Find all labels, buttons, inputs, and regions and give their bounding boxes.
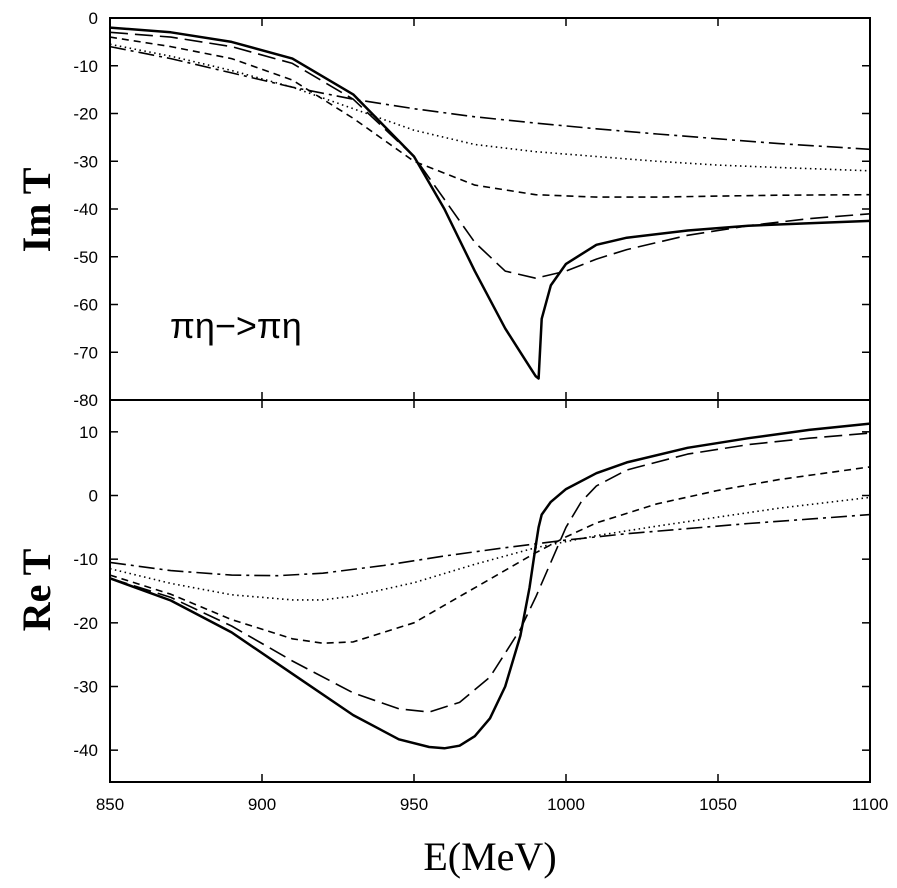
- re-t-ytick-label: -30: [73, 678, 98, 697]
- re-t-ticks: 10 0 -10 -20 -30 -40 850 900 950 1000 1050 1100: [73, 400, 888, 814]
- im-t-ytick-label: -70: [73, 343, 98, 362]
- re-t-ytick-label: -40: [73, 741, 98, 760]
- re-t-ytick-label: -10: [73, 550, 98, 569]
- im-t-panel: 0 -10 -20 -30 -40 -50 -60 -70 -80 Im T πη−>πη: [14, 9, 871, 410]
- re-t-ytick-label: -20: [73, 614, 98, 633]
- im-t-series: [109, 26, 871, 380]
- re-t-ytick-label: 10: [79, 423, 98, 442]
- im-t-ytick-label: 0: [89, 9, 98, 28]
- reaction-annotation: πη−>πη: [170, 305, 302, 346]
- re-t-plot-frame: [109, 399, 871, 783]
- re-t-series-solid: [109, 422, 871, 750]
- im-t-ticks: 0 -10 -20 -30 -40 -50 -60 -70 -80: [73, 9, 871, 410]
- re-t-series-dash-dot: [109, 513, 871, 577]
- im-t-ytick-label: -60: [73, 296, 98, 315]
- im-t-ytick-label: -20: [73, 105, 98, 124]
- re-t-ytick-label: 0: [89, 487, 98, 506]
- x-axis-label: E(MeV): [423, 834, 556, 879]
- im-t-ytick-label: -40: [73, 200, 98, 219]
- im-t-ytick-label: -10: [73, 57, 98, 76]
- im-t-ylabel: Im T: [14, 167, 59, 252]
- re-t-series-long-dash: [109, 432, 871, 713]
- x-tick-label: 850: [96, 795, 124, 814]
- re-t-panel: 10 0 -10 -20 -30 -40 850 900 950 1000 1050 1100 Re …: [14, 399, 888, 879]
- x-tick-label: 1100: [852, 795, 889, 814]
- x-tick-label: 950: [400, 795, 428, 814]
- x-tick-label: 900: [248, 795, 276, 814]
- re-t-series: [109, 422, 871, 750]
- im-t-ytick-label: -80: [73, 391, 98, 410]
- re-t-series-short-dash: [109, 466, 871, 644]
- x-tick-label: 1050: [699, 795, 737, 814]
- re-t-ylabel: Re T: [14, 548, 59, 631]
- im-t-series-long-dash: [109, 31, 871, 279]
- re-t-series-dotted: [109, 496, 871, 601]
- im-t-series-dotted: [109, 43, 871, 172]
- im-t-ytick-label: -30: [73, 152, 98, 171]
- x-tick-label: 1000: [547, 795, 585, 814]
- im-t-series-dash-dot: [109, 45, 871, 151]
- im-t-ytick-label: -50: [73, 248, 98, 267]
- im-t-series-solid: [109, 26, 871, 380]
- im-t-series-short-dash: [109, 36, 871, 198]
